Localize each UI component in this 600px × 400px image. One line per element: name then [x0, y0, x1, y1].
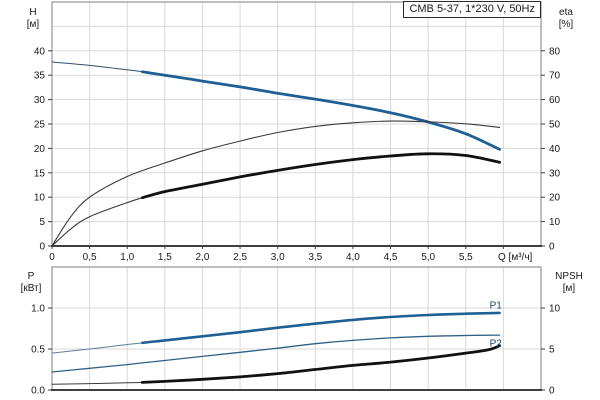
- npsh-curve-duty-range: [140, 344, 501, 384]
- head-flow-curve-duty-range: [140, 70, 501, 151]
- x-axis-tick-label: 2,5: [233, 252, 247, 263]
- right-axis-tick-label: 80: [549, 46, 561, 57]
- right-axis-tick-label: 20: [549, 193, 561, 204]
- right-axis-tick-label: 70: [549, 71, 561, 82]
- power-p1-curve: [51, 312, 501, 354]
- right-axis-tick-label: 10: [549, 304, 561, 315]
- x-axis-tick-label: 0,5: [83, 252, 97, 263]
- p-axis-title: P: [27, 271, 35, 282]
- left-axis-tick-label: 10: [34, 193, 46, 204]
- x-axis-tick-label: 1,0: [120, 252, 134, 263]
- right-axis-tick-label: 0: [549, 242, 555, 253]
- left-axis-tick-label: 15: [34, 168, 46, 179]
- right-axis-tick-label: 5: [549, 345, 555, 356]
- efficiency-total-curve-duty-range: [140, 152, 501, 200]
- left-axis-tick-label: 0.0: [31, 386, 45, 397]
- h-axis-label: H [м]: [19, 7, 47, 31]
- right-axis-tick-label: 30: [549, 168, 561, 179]
- chart-title: CMB 5-37, 1*230 V, 50Hz: [409, 3, 535, 15]
- h-axis-unit: [м]: [26, 19, 40, 30]
- eta-axis-unit: [%]: [558, 19, 574, 30]
- eta-axis-title: eta: [559, 7, 573, 18]
- right-axis-tick-label: 50: [549, 120, 561, 131]
- left-axis-tick-label: 0: [39, 242, 45, 253]
- right-axis-tick-label: 40: [549, 144, 561, 155]
- left-axis-tick-label: 40: [34, 46, 46, 57]
- curve-label-p2: P2: [490, 339, 503, 350]
- curve-label-p1: P1: [490, 301, 503, 312]
- x-axis-tick-label: 3,5: [308, 252, 322, 263]
- x-axis-tick-label: 5,5: [459, 252, 473, 263]
- x-axis-tick-label: 5,0: [421, 252, 435, 263]
- efficiency-total-curve: [51, 153, 501, 247]
- x-axis-tick-label: 2,0: [196, 252, 210, 263]
- efficiency-pump-curve: [51, 120, 501, 247]
- bottom-panel: [48, 266, 545, 391]
- h-axis-title: H: [29, 7, 37, 18]
- x-axis-tick-label: 4,5: [384, 252, 398, 263]
- chart-title-box: CMB 5-37, 1*230 V, 50Hz: [403, 1, 541, 18]
- left-axis-tick-label: 35: [34, 71, 46, 82]
- left-axis-tick-label: 25: [34, 120, 46, 131]
- grid: [52, 267, 541, 390]
- x-axis-tick-label: 3,0: [271, 252, 285, 263]
- power-p2-curve: [51, 334, 501, 373]
- left-axis-tick-label: 5: [39, 217, 45, 228]
- left-axis-tick-label: 0.5: [31, 345, 45, 356]
- x-axis-tick-label: 1,5: [158, 252, 172, 263]
- left-axis-tick-label: 30: [34, 95, 46, 106]
- p-axis-label: P [кВт]: [12, 271, 50, 295]
- p-axis-unit: [кВт]: [20, 283, 42, 294]
- right-axis-tick-label: 10: [549, 217, 561, 228]
- right-axis-tick-label: 0: [549, 386, 555, 397]
- grid: [52, 2, 541, 246]
- npsh-axis-title: NPSH: [555, 271, 583, 282]
- right-axis-tick-label: 60: [549, 95, 561, 106]
- x-axis-tick-label: 4,0: [346, 252, 360, 263]
- npsh-axis-unit: [м]: [562, 283, 576, 294]
- x-axis-tick-label: 0: [49, 252, 55, 263]
- eta-axis-label: eta [%]: [548, 7, 584, 31]
- power-p1-curve-duty-range: [141, 311, 501, 345]
- left-axis-tick-label: 1.0: [31, 304, 45, 315]
- left-axis-tick-label: 20: [34, 144, 46, 155]
- top-panel: [48, 1, 545, 249]
- q-axis-label: Q [м³/ч]: [498, 252, 533, 263]
- npsh-axis-label: NPSH [м]: [544, 271, 594, 295]
